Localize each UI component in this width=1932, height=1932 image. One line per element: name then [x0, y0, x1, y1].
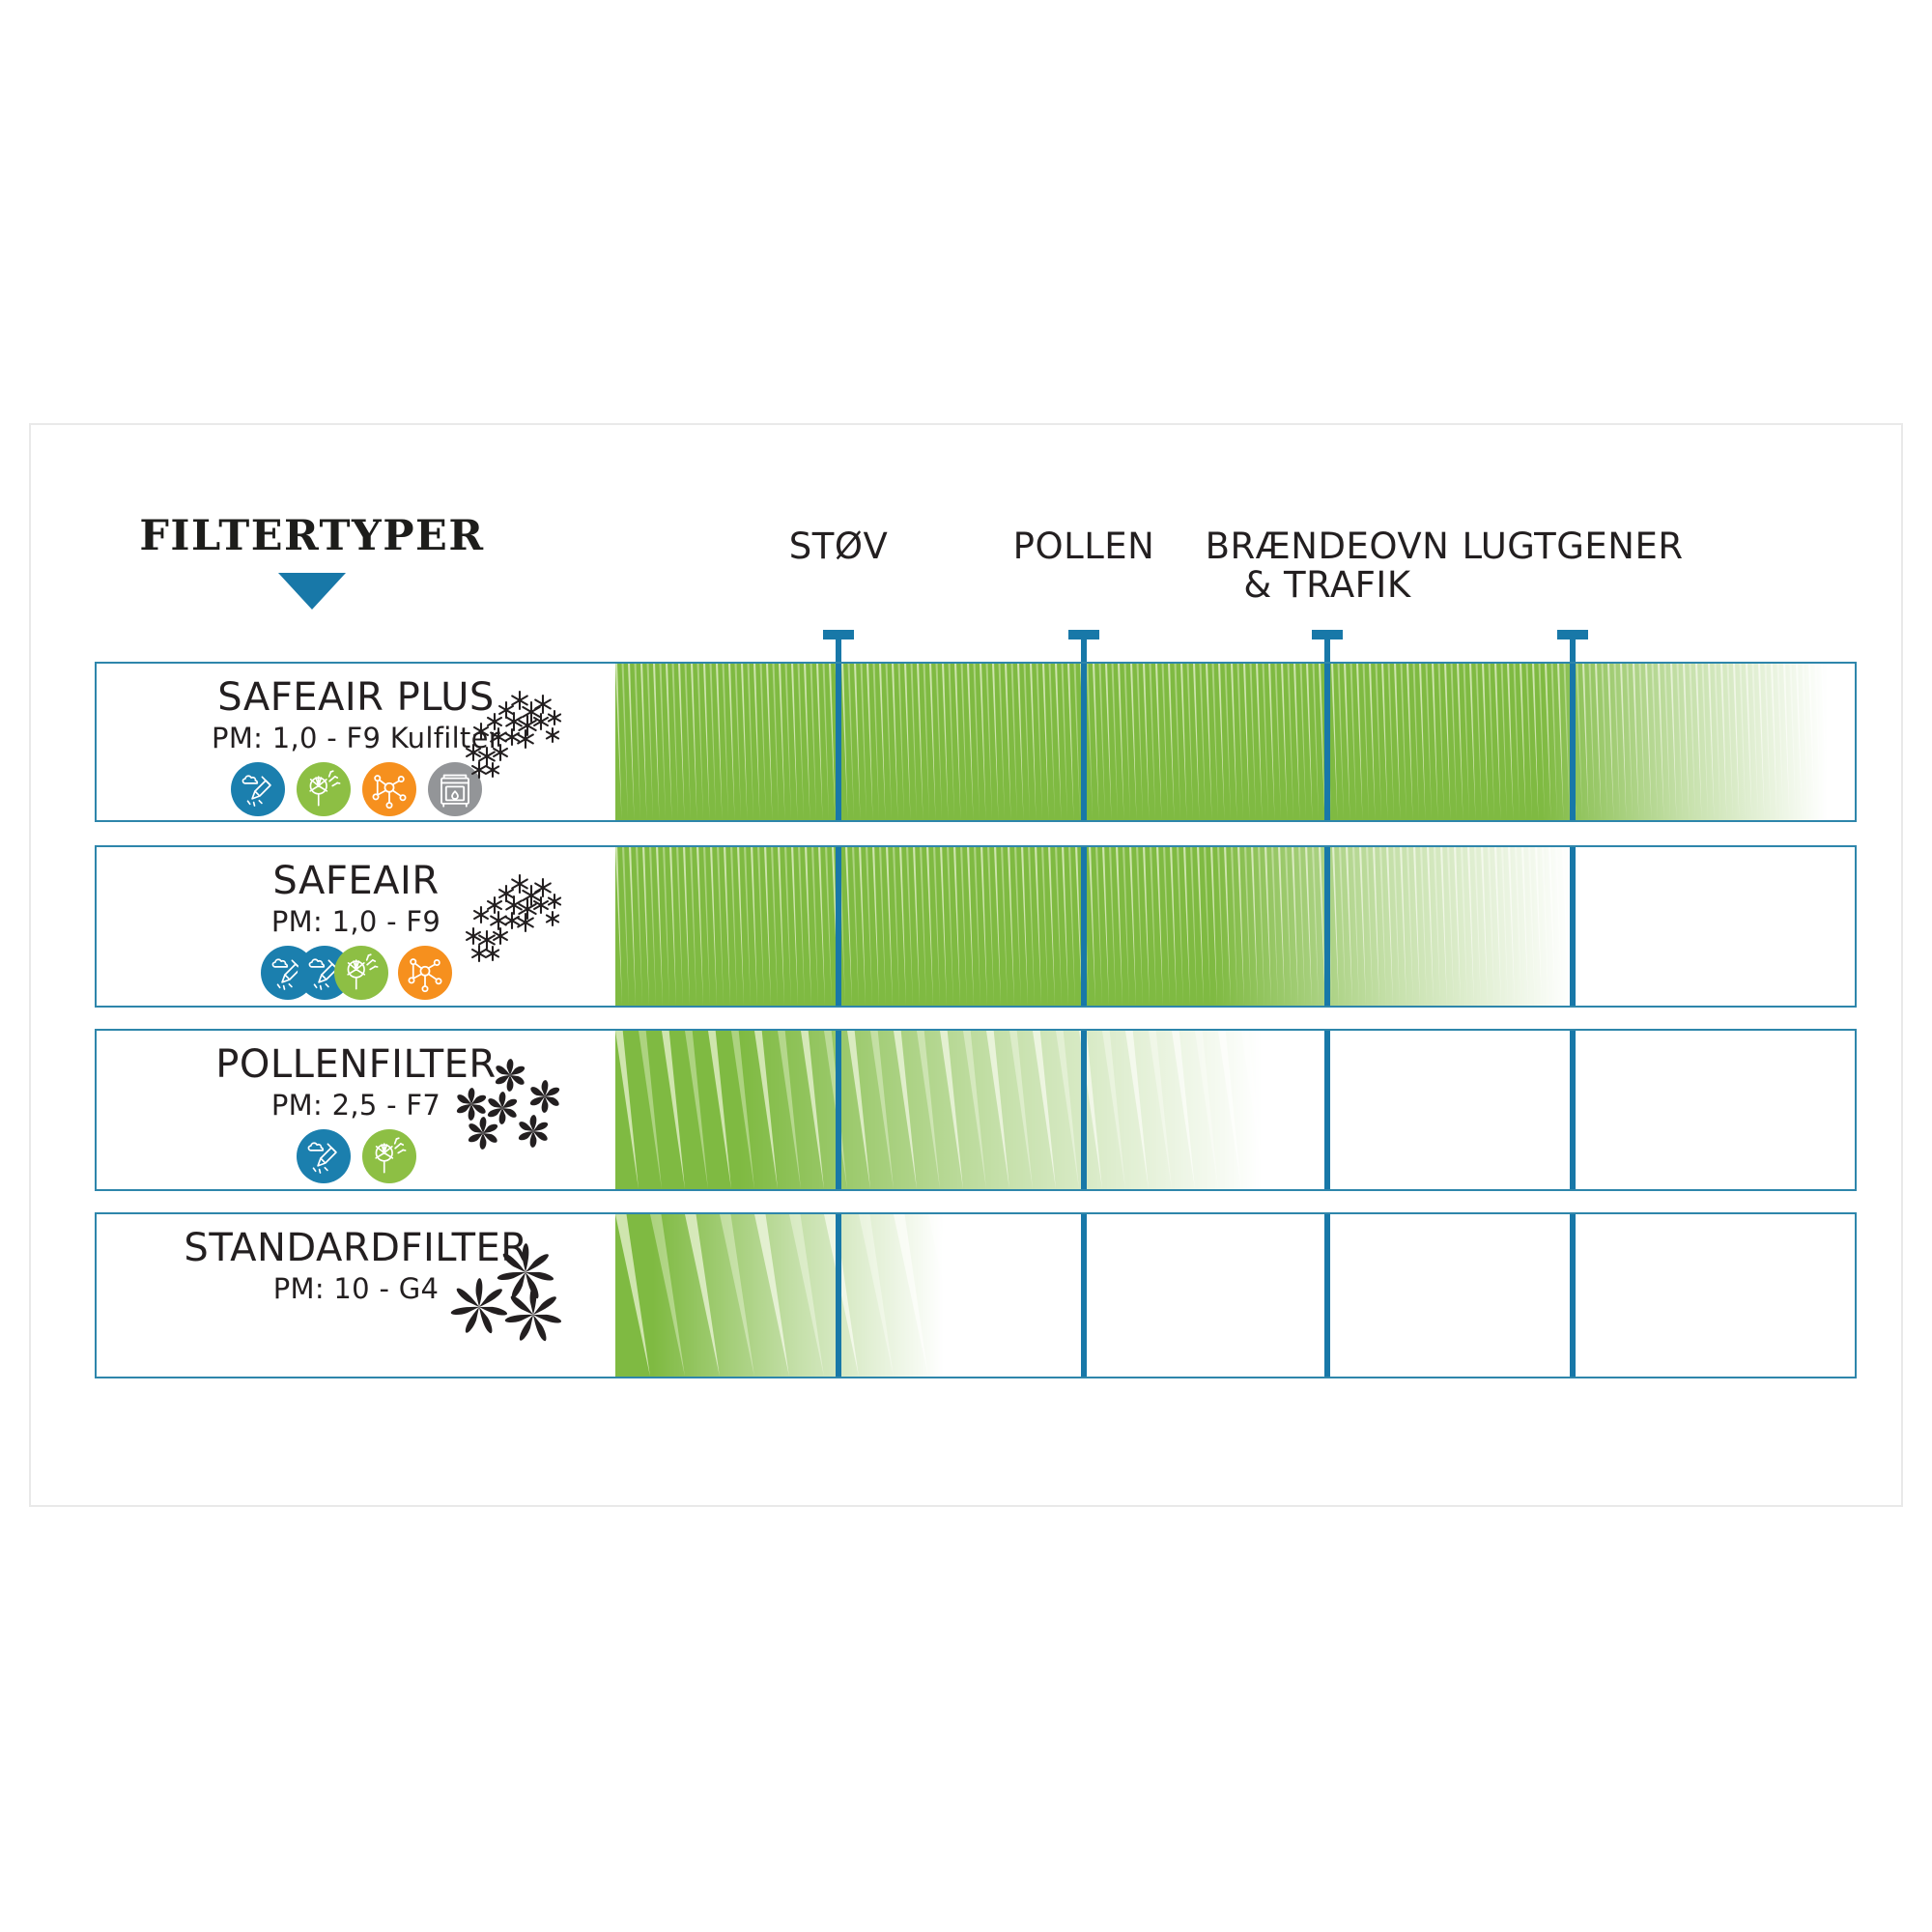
column-header-label: STØV: [788, 526, 889, 567]
column-guide-stov: [836, 1031, 841, 1189]
column-guide-stov: [836, 664, 841, 820]
title-block: FILTERTYPER: [124, 516, 500, 651]
column-header-label: POLLEN: [1012, 526, 1155, 567]
column-guide-pollen: [1081, 1031, 1087, 1189]
down-triangle-icon: [278, 573, 346, 610]
filter-media-bar-standardfilter: [615, 1214, 1855, 1377]
filter-pm-rating: PM: 1,0 - F9: [270, 905, 441, 938]
page-title: FILTERTYPER: [139, 512, 485, 560]
filter-media-bar-safeair-plus: [615, 664, 1855, 820]
filter-name: SAFEAIR: [272, 859, 440, 903]
column-tick-lugtgener: [1557, 630, 1588, 672]
column-tick-pollen: [1068, 630, 1099, 672]
column-header-label: BRÆNDEOVN: [1205, 526, 1450, 567]
column-header-sublabel: & TRAFIK: [1243, 563, 1411, 606]
column-guide-braendeovn: [1324, 1031, 1330, 1189]
filter-row-safeair-plus[interactable]: SAFEAIR PLUS PM: 1,0 - F9 Kulfilter: [95, 662, 1857, 822]
wood-stove-icon: [427, 762, 482, 816]
filter-pm-rating: PM: 2,5 - F7: [270, 1089, 441, 1122]
column-guide-braendeovn: [1324, 664, 1330, 820]
pollen-dandelion-icon: [296, 762, 351, 816]
column-guide-lugtgener: [1570, 1031, 1576, 1189]
column-guide-braendeovn: [1324, 1214, 1330, 1377]
filter-pm-rating: PM: 1,0 - F9 Kulfilter: [212, 722, 500, 754]
traffic-molecule-icon: [361, 762, 416, 816]
column-guide-lugtgener: [1570, 1214, 1576, 1377]
column-header-label: LUGTGENER: [1462, 526, 1684, 567]
column-guide-pollen: [1081, 847, 1087, 1006]
column-guide-lugtgener: [1570, 847, 1576, 1006]
column-guide-pollen: [1081, 1214, 1087, 1377]
filter-row-standardfilter[interactable]: STANDARDFILTER PM: 10 - G4: [95, 1212, 1857, 1378]
column-tick-stov: [823, 630, 854, 672]
filter-name: STANDARDFILTER: [184, 1226, 528, 1270]
filter-media-bar-pollenfilter: [615, 1031, 1855, 1189]
column-header-lugtgener: LUGTGENER: [1428, 527, 1718, 566]
filter-label-panel-safeair-plus: SAFEAIR PLUS PM: 1,0 - F9 Kulfilter: [97, 664, 615, 820]
filter-name: POLLENFILTER: [215, 1042, 497, 1087]
column-header-stov: STØV: [694, 527, 983, 566]
pollen-dandelion-icon: [361, 1129, 416, 1183]
filter-row-safeair[interactable]: SAFEAIR PM: 1,0 - F9: [95, 845, 1857, 1008]
filter-label-panel-standardfilter: STANDARDFILTER PM: 10 - G4: [97, 1214, 615, 1377]
column-guide-stov: [836, 1214, 841, 1377]
column-guide-lugtgener: [1570, 664, 1576, 820]
dust-broom-icon: [296, 1129, 351, 1183]
filter-name: SAFEAIR PLUS: [217, 675, 495, 720]
traffic-molecule-icon: [397, 946, 452, 1000]
filter-pm-rating: PM: 10 - G4: [272, 1272, 440, 1305]
column-guide-braendeovn: [1324, 847, 1330, 1006]
filter-label-panel-pollenfilter: POLLENFILTER PM: 2,5 - F7: [97, 1031, 615, 1189]
dust-broom-icon: [230, 762, 285, 816]
filter-media-bar-safeair: [615, 847, 1855, 1006]
column-header-braendeovn: BRÆNDEOVN & TRAFIK: [1182, 527, 1472, 605]
filter-badge-group: [230, 762, 482, 816]
filter-badge-group: [296, 1129, 416, 1183]
pollen-dandelion-icon: [333, 946, 388, 1000]
filter-row-pollenfilter[interactable]: POLLENFILTER PM: 2,5 - F7: [95, 1029, 1857, 1191]
column-guide-pollen: [1081, 664, 1087, 820]
filter-badge-group: [260, 946, 452, 1000]
column-header-pollen: POLLEN: [939, 527, 1229, 566]
column-guide-stov: [836, 847, 841, 1006]
filter-label-panel-safeair: SAFEAIR PM: 1,0 - F9: [97, 847, 615, 1006]
column-tick-braendeovn: [1312, 630, 1343, 672]
